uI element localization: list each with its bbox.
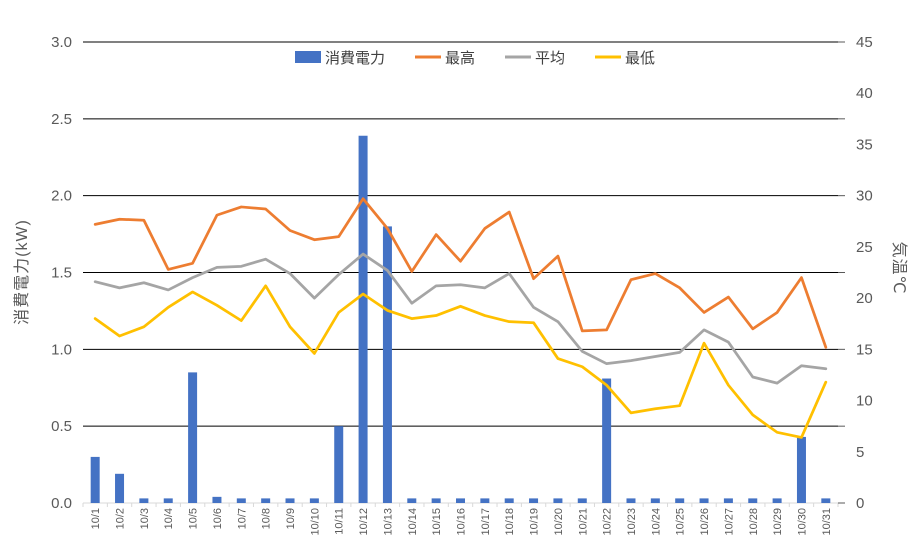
x-axis-label: 10/22 — [602, 508, 614, 536]
bar — [796, 436, 806, 503]
bar — [504, 498, 514, 503]
x-axis-label: 10/28 — [748, 508, 760, 536]
bar — [334, 426, 344, 503]
bar — [407, 498, 417, 503]
x-axis-label: 10/14 — [407, 508, 419, 536]
bar — [723, 498, 733, 503]
right-axis-tick-label: 20 — [856, 290, 873, 307]
bar — [358, 135, 368, 503]
x-axis-label: 10/5 — [188, 508, 200, 529]
bar — [602, 378, 612, 503]
x-axis-label: 10/15 — [431, 508, 443, 536]
x-axis-label: 10/27 — [723, 508, 735, 536]
legend-label: 最低 — [625, 50, 655, 67]
x-axis-label: 10/23 — [626, 508, 638, 536]
right-axis-title: 気温℃ — [890, 241, 907, 295]
bar — [431, 498, 441, 503]
legend-label: 最高 — [445, 50, 475, 67]
legend-label: 消費電力 — [325, 50, 385, 67]
x-axis-label: 10/6 — [212, 508, 224, 529]
left-axis-tick-label: 0.0 — [51, 495, 72, 512]
bar — [553, 498, 563, 503]
right-axis-tick-label: 25 — [856, 239, 873, 256]
x-axis-label: 10/1 — [90, 508, 102, 529]
left-axis-tick-label: 2.5 — [51, 111, 72, 128]
x-axis-label: 10/3 — [139, 508, 151, 529]
line-series-最高 — [93, 197, 828, 349]
x-axis-label: 10/30 — [796, 508, 808, 536]
right-axis-tick-label: 15 — [856, 341, 873, 358]
left-axis-tick-label: 3.0 — [51, 34, 72, 51]
bar — [309, 498, 319, 503]
bar — [456, 498, 465, 503]
x-axis-label: 10/7 — [236, 508, 248, 529]
x-axis-label: 10/17 — [480, 508, 492, 536]
x-axis-label: 10/26 — [699, 508, 711, 536]
x-axis-label: 10/25 — [675, 508, 687, 536]
bar — [115, 473, 125, 503]
x-axis-label: 10/10 — [309, 508, 321, 536]
bar — [188, 372, 198, 503]
left-axis-tick-label: 0.5 — [51, 418, 72, 435]
bar — [821, 498, 831, 503]
bar — [529, 498, 539, 503]
x-axis-label: 10/4 — [163, 508, 175, 529]
x-axis-label: 10/19 — [529, 508, 541, 536]
right-axis-tick-label: 40 — [856, 85, 873, 102]
legend-marker-bar — [295, 51, 321, 63]
line-series-最低 — [93, 284, 828, 439]
legend-label: 平均 — [535, 50, 565, 67]
bar — [236, 498, 246, 503]
x-axis-label: 10/11 — [334, 508, 346, 535]
right-axis-tick-label: 30 — [856, 188, 873, 205]
x-axis-label: 10/29 — [772, 508, 784, 536]
bar — [480, 498, 490, 503]
bar — [772, 498, 782, 503]
x-axis-label: 10/16 — [456, 508, 468, 536]
left-axis-tick-label: 1.0 — [51, 341, 72, 358]
x-axis-label: 10/2 — [115, 508, 127, 529]
line-series-平均 — [93, 252, 828, 385]
x-axis-label: 10/9 — [285, 508, 297, 529]
bar — [699, 498, 709, 503]
bar — [90, 456, 100, 503]
left-axis-title: 消費電力(kW) — [14, 219, 31, 325]
right-axis-tick-label: 0 — [856, 495, 864, 512]
x-axis-label: 10/31 — [821, 508, 833, 536]
right-axis-tick-label: 5 — [856, 444, 864, 461]
left-axis-tick-label: 2.0 — [51, 188, 72, 205]
bar — [163, 498, 173, 503]
x-axis-label: 10/24 — [650, 508, 662, 536]
right-axis-tick-label: 35 — [856, 136, 873, 153]
x-axis-label: 10/13 — [382, 508, 394, 536]
bar — [650, 498, 660, 503]
right-axis-tick-label: 10 — [856, 393, 873, 410]
bar — [577, 498, 587, 503]
right-axis-tick-label: 45 — [856, 34, 873, 51]
x-axis-label: 10/20 — [553, 508, 565, 536]
x-axis-label: 10/8 — [261, 508, 273, 529]
bar — [748, 498, 758, 503]
x-axis-label: 10/18 — [504, 508, 516, 536]
x-axis-label: 10/12 — [358, 508, 370, 536]
bar — [261, 498, 271, 503]
bar — [382, 226, 392, 503]
bar — [675, 498, 685, 503]
left-axis-tick-label: 1.5 — [51, 265, 72, 282]
bar — [626, 498, 636, 503]
x-axis-label: 10/21 — [577, 508, 589, 536]
bar — [139, 498, 149, 503]
bar — [285, 498, 295, 503]
bar — [212, 496, 222, 503]
